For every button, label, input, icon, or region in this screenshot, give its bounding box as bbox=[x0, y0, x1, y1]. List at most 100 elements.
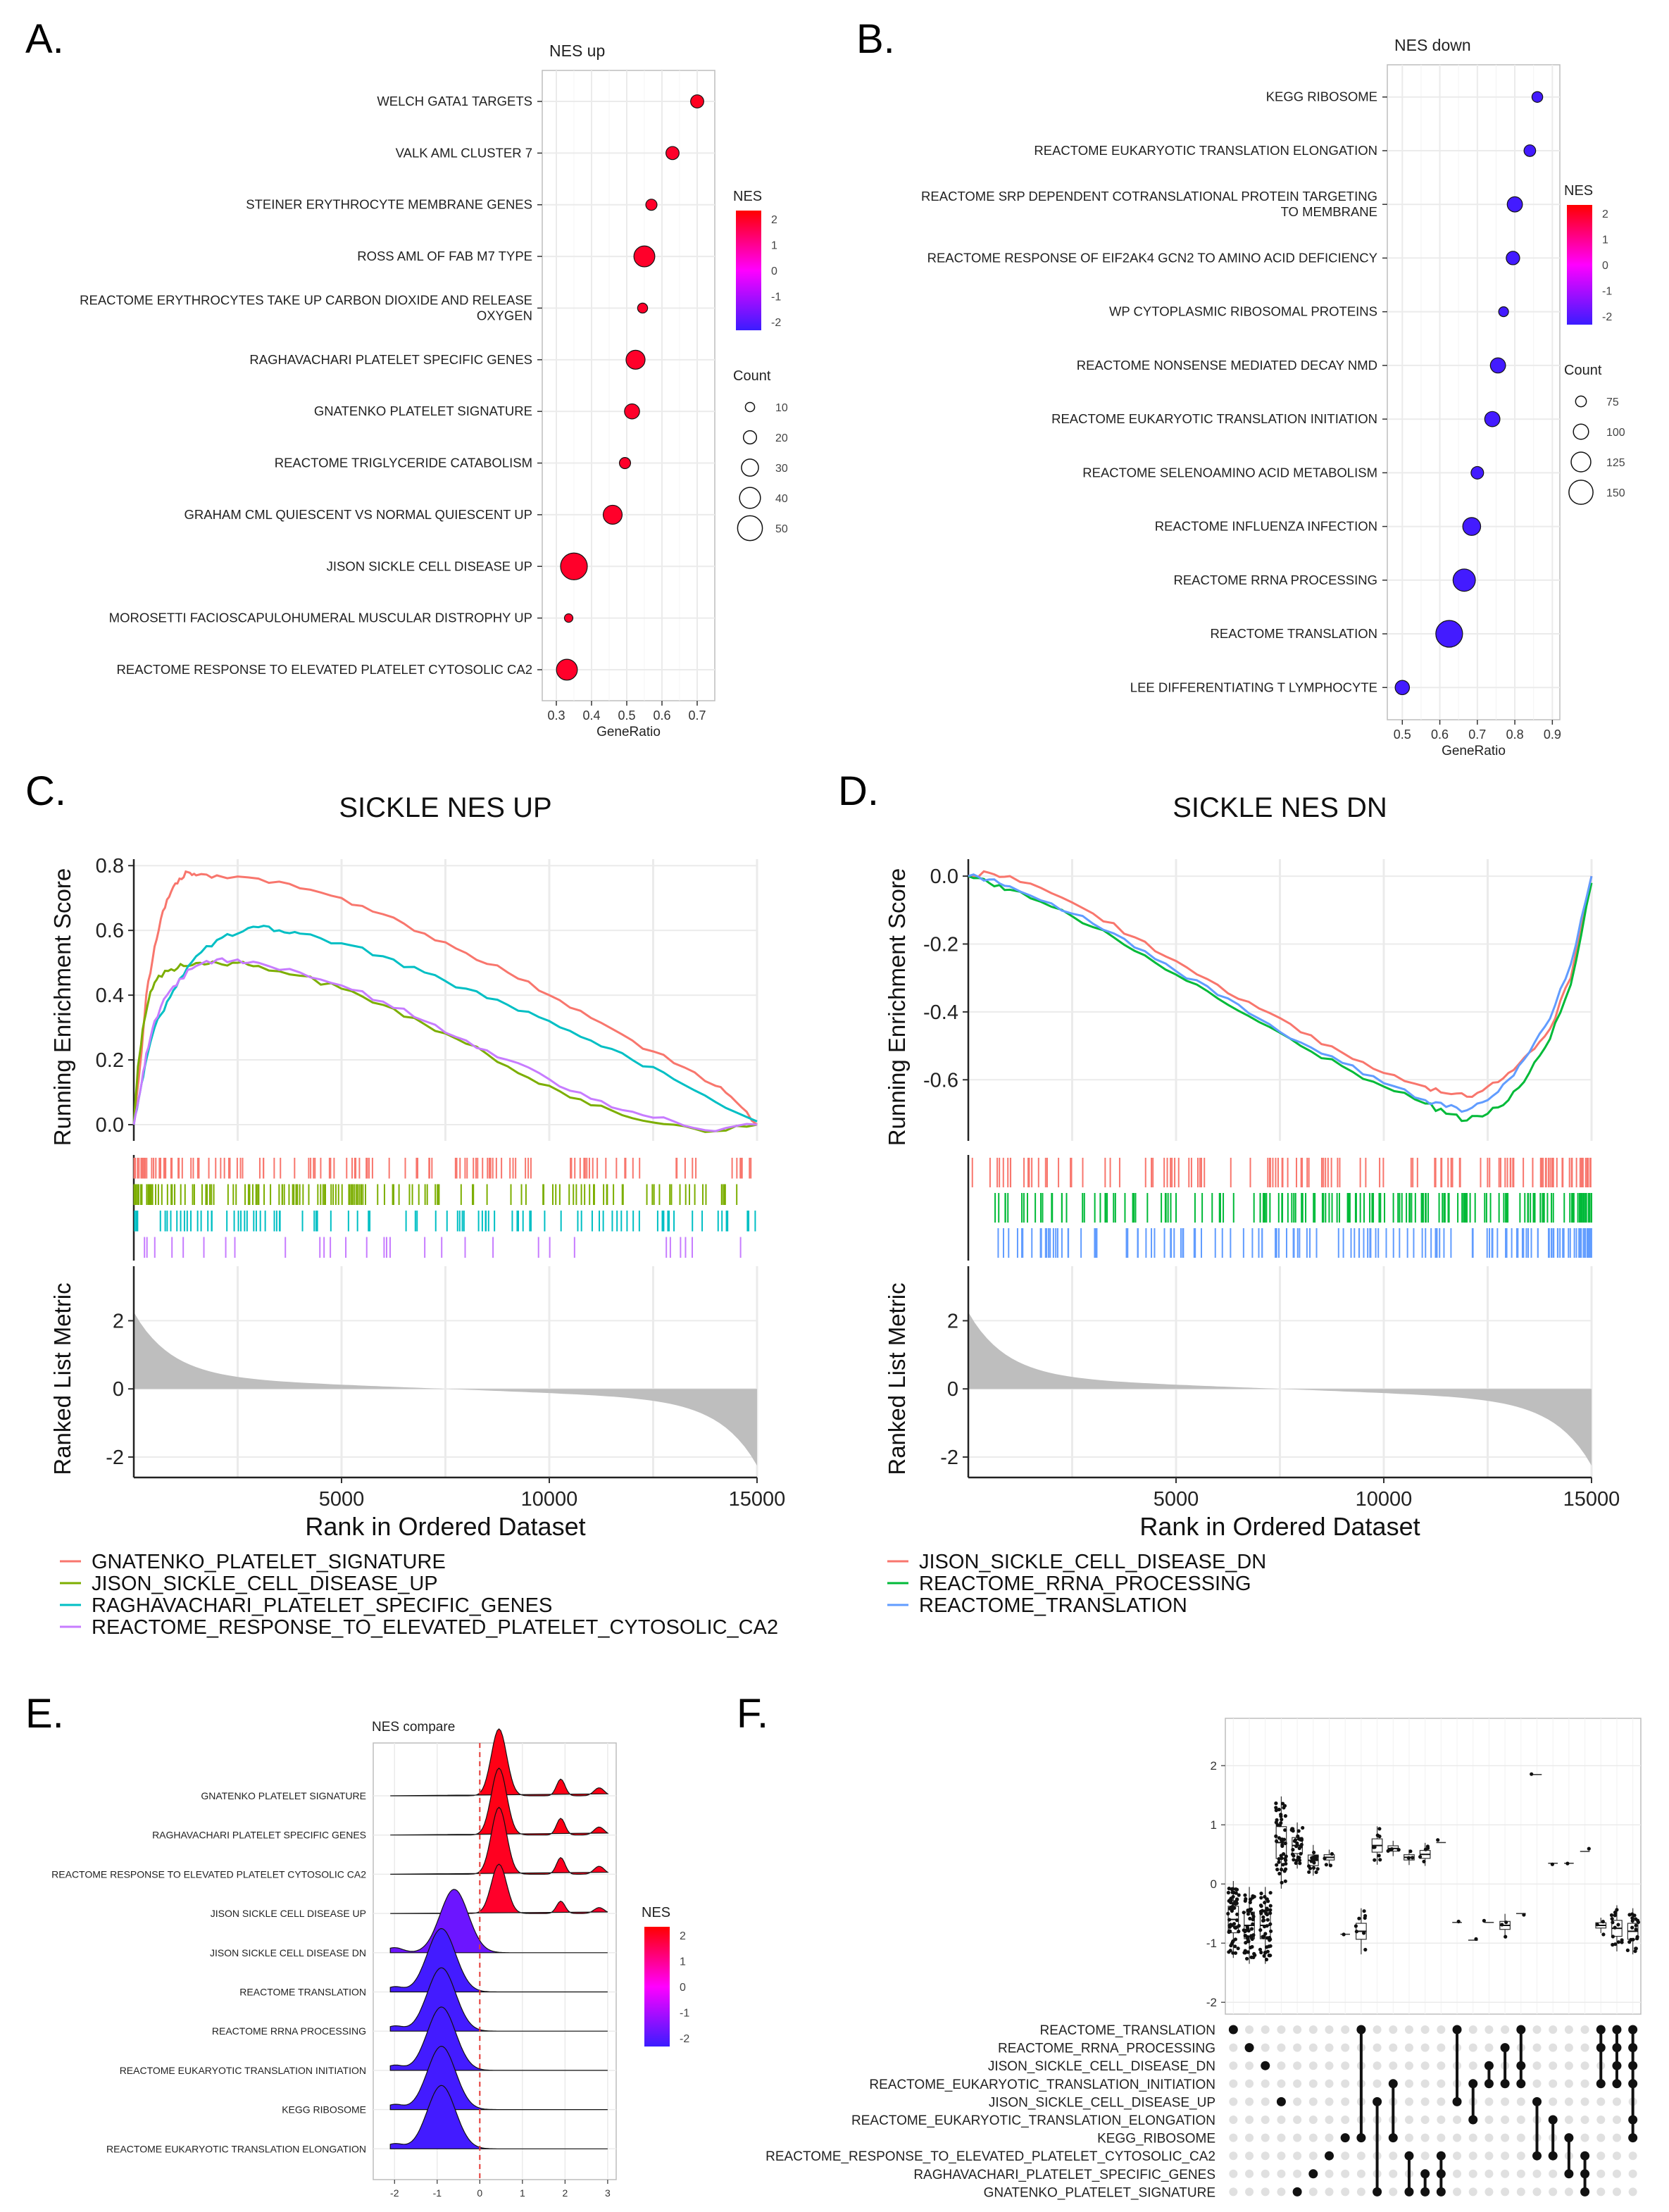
f-point bbox=[1243, 1949, 1247, 1953]
f-point bbox=[1293, 1838, 1298, 1842]
f-matrix-empty-dot bbox=[1596, 2097, 1606, 2106]
f-matrix-empty-dot bbox=[1325, 2061, 1334, 2070]
a-dot bbox=[618, 457, 632, 470]
e-nes-legend-tick: -1 bbox=[680, 2008, 689, 2020]
f-point bbox=[1245, 1956, 1249, 1961]
f-point bbox=[1315, 1867, 1320, 1871]
f-point bbox=[1291, 1847, 1295, 1852]
f-matrix-empty-dot bbox=[1404, 2043, 1413, 2052]
f-point bbox=[1231, 1887, 1235, 1891]
f-point bbox=[1282, 1852, 1286, 1856]
b-dot bbox=[1498, 306, 1509, 318]
f-point bbox=[1229, 1897, 1233, 1901]
b-term-label: REACTOME RESPONSE OF EIF2AK4 GCN2 TO AMI… bbox=[927, 250, 1377, 265]
f-y-tick-label: -1 bbox=[1206, 1937, 1217, 1950]
f-matrix-empty-dot bbox=[1229, 2097, 1238, 2106]
f-matrix-empty-dot bbox=[1341, 2169, 1350, 2178]
f-point bbox=[1342, 1932, 1346, 1937]
b-dot bbox=[1506, 196, 1523, 213]
f-matrix-empty-dot bbox=[1420, 2025, 1430, 2034]
f-matrix-empty-dot bbox=[1293, 2097, 1302, 2106]
f-point bbox=[1259, 1904, 1263, 1908]
f-point bbox=[1625, 1948, 1630, 1952]
f-matrix-empty-dot bbox=[1404, 2133, 1413, 2142]
f-matrix-empty-dot bbox=[1389, 2169, 1398, 2178]
f-matrix-empty-dot bbox=[1501, 2025, 1510, 2034]
f-point bbox=[1236, 1947, 1240, 1951]
a-dot bbox=[665, 146, 680, 161]
a-dot bbox=[637, 302, 649, 314]
f-point bbox=[1629, 1937, 1633, 1942]
f-point bbox=[1587, 1847, 1591, 1851]
b-count-legend-value: 100 bbox=[1606, 427, 1625, 439]
f-matrix-empty-dot bbox=[1549, 2043, 1558, 2052]
f-matrix-empty-dot bbox=[1549, 2187, 1558, 2197]
f-matrix-empty-dot bbox=[1420, 2116, 1430, 2124]
f-matrix-empty-dot bbox=[1468, 2133, 1477, 2142]
c-metric-y-tick-label: 0 bbox=[113, 1378, 124, 1401]
f-matrix-empty-dot bbox=[1277, 2151, 1286, 2161]
f-point bbox=[1456, 1919, 1461, 1924]
f-matrix-dot bbox=[1436, 2187, 1446, 2197]
b-nes-legend-bar bbox=[1567, 205, 1592, 325]
f-point bbox=[1262, 1918, 1266, 1923]
f-point bbox=[1248, 1900, 1252, 1904]
f-point bbox=[1609, 1913, 1614, 1918]
d-x-axis-label: Rank in Ordered Dataset bbox=[1139, 1512, 1420, 1541]
c-x-tick-label: 15000 bbox=[729, 1488, 786, 1511]
f-matrix-empty-dot bbox=[1437, 2079, 1446, 2088]
c-y-tick-label: 0.4 bbox=[96, 985, 124, 1007]
f-point bbox=[1259, 1892, 1263, 1896]
a-term-label: REACTOME TRIGLYCERIDE CATABOLISM bbox=[275, 456, 532, 470]
f-matrix-empty-dot bbox=[1341, 2097, 1350, 2106]
f-point bbox=[1227, 1950, 1231, 1954]
f-matrix-empty-dot bbox=[1437, 2025, 1446, 2034]
f-matrix-empty-dot bbox=[1229, 2079, 1238, 2088]
panel-label-b: B. bbox=[856, 16, 895, 62]
f-point bbox=[1243, 1934, 1247, 1938]
f-point bbox=[1280, 1880, 1284, 1885]
f-matrix-dot bbox=[1436, 2151, 1446, 2161]
f-point bbox=[1244, 1941, 1248, 1945]
f-matrix-empty-dot bbox=[1468, 2169, 1477, 2178]
f-matrix-dot bbox=[1404, 2187, 1414, 2197]
f-matrix-empty-dot bbox=[1293, 2061, 1302, 2070]
f-matrix-empty-dot bbox=[1293, 2116, 1302, 2124]
f-point bbox=[1284, 1861, 1288, 1866]
f-matrix-empty-dot bbox=[1437, 2061, 1446, 2070]
f-matrix-empty-dot bbox=[1580, 2043, 1589, 2052]
e-nes-legend-title: NES bbox=[642, 1905, 670, 1920]
f-matrix-dot bbox=[1452, 2097, 1462, 2106]
f-point bbox=[1269, 1929, 1273, 1933]
a-count-legend-value: 10 bbox=[775, 402, 788, 414]
b-dot bbox=[1452, 568, 1476, 592]
f-matrix-empty-dot bbox=[1293, 2133, 1302, 2142]
f-point bbox=[1265, 1918, 1270, 1922]
c-series-line bbox=[132, 925, 758, 1125]
f-matrix-dot bbox=[1468, 2115, 1478, 2125]
f-point bbox=[1249, 1955, 1254, 1959]
a-nes-legend-title: NES bbox=[733, 189, 762, 204]
f-point bbox=[1294, 1858, 1299, 1863]
f-point bbox=[1283, 1814, 1287, 1818]
f-point bbox=[1630, 1925, 1634, 1930]
f-matrix-empty-dot bbox=[1261, 2169, 1270, 2178]
f-point bbox=[1263, 1950, 1268, 1955]
f-matrix-empty-dot bbox=[1484, 2043, 1494, 2052]
f-matrix-empty-dot bbox=[1484, 2133, 1494, 2142]
f-point bbox=[1282, 1869, 1287, 1873]
f-point bbox=[1246, 1912, 1251, 1916]
f-matrix-empty-dot bbox=[1516, 2151, 1525, 2161]
c-x-axis-label: Rank in Ordered Dataset bbox=[305, 1512, 585, 1541]
f-matrix-dot bbox=[1628, 2133, 1638, 2143]
f-matrix-empty-dot bbox=[1293, 2151, 1302, 2161]
f-point bbox=[1227, 1918, 1232, 1922]
b-dot bbox=[1394, 680, 1411, 696]
chart-c-sickle-nes-up: SICKLE NES UP 0.0 0.2 0.4 0.6 0.8 Running Enri… bbox=[49, 792, 786, 1639]
f-matrix-empty-dot bbox=[1325, 2169, 1334, 2178]
f-matrix-empty-dot bbox=[1308, 2187, 1318, 2197]
c-x-tick-label: 10000 bbox=[521, 1488, 578, 1511]
f-point bbox=[1633, 1949, 1637, 1954]
f-point bbox=[1297, 1858, 1301, 1863]
f-matrix-empty-dot bbox=[1420, 2043, 1430, 2052]
